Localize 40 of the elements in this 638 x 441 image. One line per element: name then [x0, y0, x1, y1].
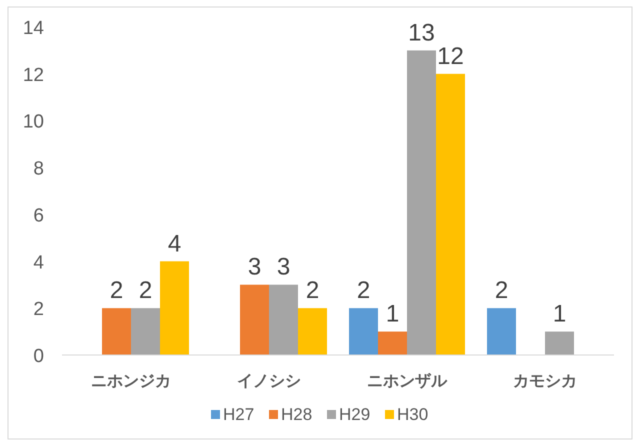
bar: [131, 308, 160, 355]
data-label: 12: [437, 42, 464, 70]
bar: [102, 308, 131, 355]
bar: [298, 308, 327, 355]
legend-label: H28: [281, 405, 312, 424]
data-label: 4: [168, 230, 182, 258]
bar: [407, 50, 436, 355]
x-tick-label: イノシシ: [237, 373, 301, 390]
x-tick-label: カモシカ: [513, 373, 577, 390]
y-tick-label: 14: [22, 18, 44, 39]
legend-label: H27: [223, 405, 254, 424]
x-tick-label: ニホンジカ: [91, 373, 171, 390]
data-label: 2: [306, 277, 320, 304]
legend-label: H30: [397, 405, 428, 424]
bar: [378, 332, 407, 355]
y-tick-label: 2: [33, 299, 44, 320]
bar: [349, 308, 378, 355]
bar: [269, 284, 298, 355]
bar: [240, 284, 269, 355]
bar: [160, 261, 189, 355]
y-tick-label: 6: [33, 205, 44, 226]
y-tick-label: 12: [22, 64, 44, 86]
y-tick-label: 0: [33, 346, 44, 367]
x-tick-label: ニホンザル: [367, 372, 448, 390]
bar: [487, 308, 516, 355]
data-label: 3: [276, 254, 290, 281]
data-label: 3: [248, 254, 262, 281]
bar: [436, 74, 465, 355]
data-label: 2: [494, 277, 508, 304]
y-tick-label: 10: [22, 112, 44, 133]
data-label: 13: [408, 19, 435, 46]
y-tick-label: 4: [33, 252, 44, 274]
bar: [545, 332, 574, 355]
y-tick-label: 8: [33, 158, 44, 180]
data-label: 2: [110, 277, 124, 304]
data-label: 1: [552, 300, 566, 328]
data-label: 2: [138, 277, 152, 304]
data-label: 1: [386, 300, 400, 328]
legend-label: H29: [339, 405, 370, 424]
data-label: 2: [356, 277, 370, 304]
